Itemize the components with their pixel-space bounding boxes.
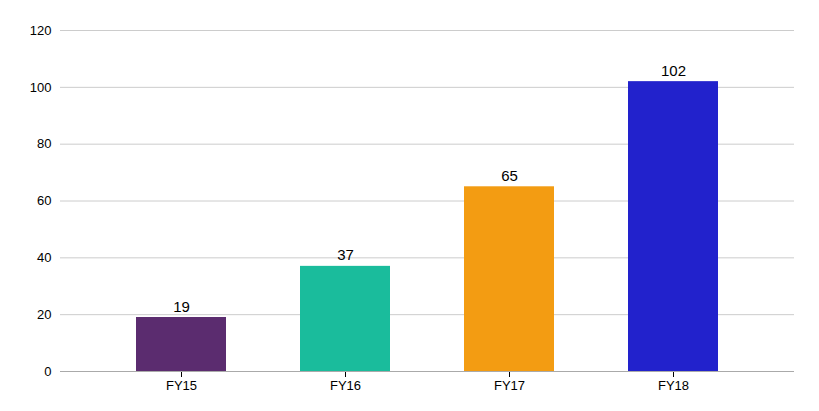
svg-text:FY15: FY15 bbox=[166, 378, 197, 393]
svg-text:0: 0 bbox=[44, 364, 51, 379]
svg-text:80: 80 bbox=[37, 136, 51, 151]
svg-text:19: 19 bbox=[173, 298, 190, 315]
svg-text:65: 65 bbox=[501, 167, 518, 184]
svg-text:102: 102 bbox=[661, 62, 686, 79]
svg-text:FY16: FY16 bbox=[330, 378, 361, 393]
svg-text:100: 100 bbox=[30, 79, 52, 94]
svg-text:FY18: FY18 bbox=[658, 378, 689, 393]
svg-text:40: 40 bbox=[37, 250, 51, 265]
svg-text:20: 20 bbox=[37, 307, 51, 322]
svg-text:60: 60 bbox=[37, 193, 51, 208]
svg-text:37: 37 bbox=[337, 246, 354, 263]
svg-text:FY17: FY17 bbox=[494, 378, 525, 393]
svg-text:120: 120 bbox=[30, 23, 52, 38]
